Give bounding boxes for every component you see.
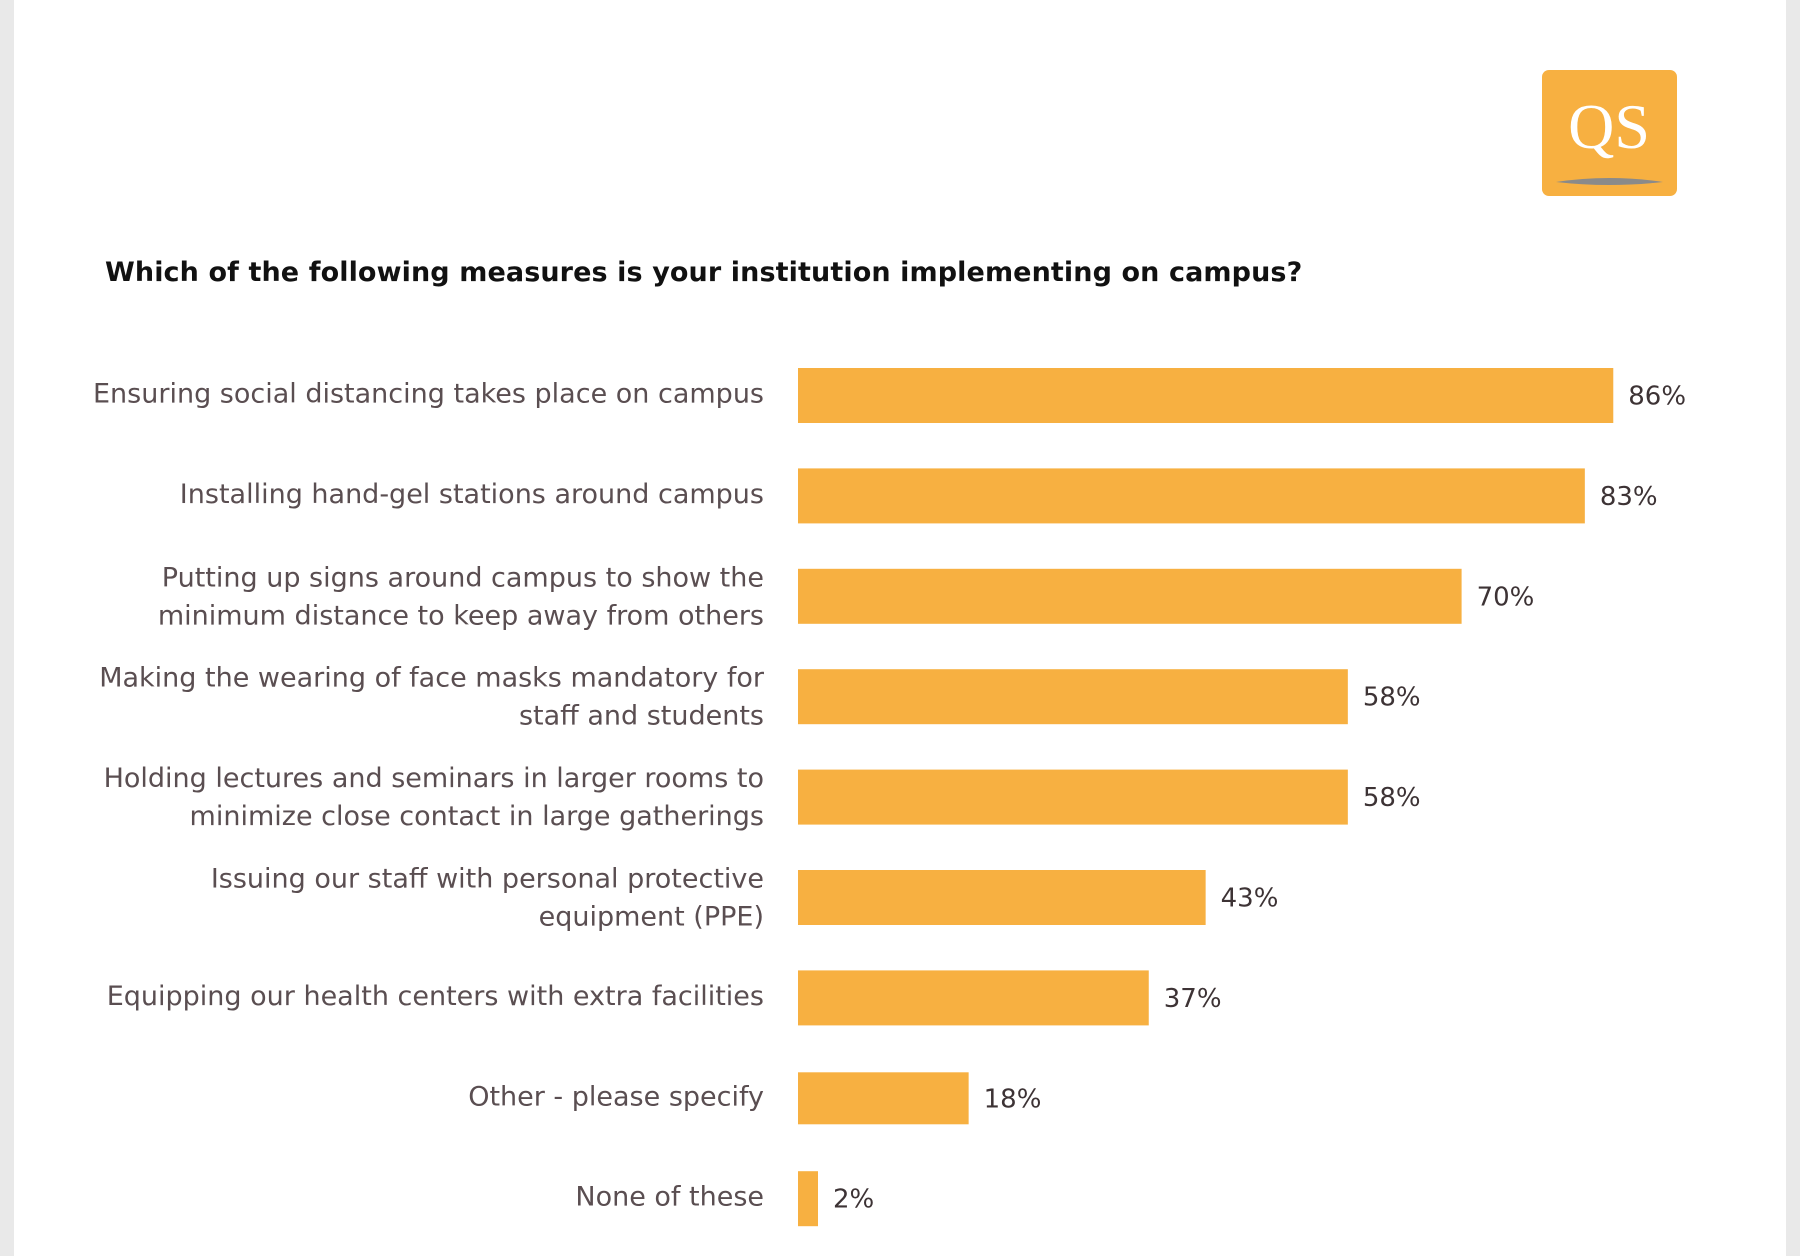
category-label-line: None of these bbox=[575, 1182, 764, 1213]
category-label-line: Putting up signs around campus to show t… bbox=[162, 562, 764, 593]
value-label: 58% bbox=[1363, 683, 1421, 713]
category-label-line: minimum distance to keep away from other… bbox=[158, 600, 764, 631]
category-label: Other - please specify bbox=[468, 1081, 764, 1112]
value-label: 83% bbox=[1600, 482, 1658, 512]
bar-row: 18% Other - please specify bbox=[468, 1072, 1042, 1125]
category-label-line: Installing hand-gel stations around camp… bbox=[180, 479, 764, 510]
bar-row: 70% Putting up signs around campus to sho… bbox=[158, 562, 1535, 631]
category-label: None of these bbox=[575, 1182, 764, 1213]
value-label: 43% bbox=[1221, 884, 1279, 914]
report-page: QS bbox=[14, 0, 1786, 1256]
bar bbox=[798, 769, 1348, 825]
bar-row: 83% Installing hand-gel stations around c… bbox=[180, 468, 1658, 524]
category-label-line: Holding lectures and seminars in larger … bbox=[104, 763, 764, 794]
category-label: Putting up signs around campus to show t… bbox=[158, 562, 764, 631]
bar bbox=[798, 468, 1585, 524]
bar bbox=[798, 1072, 969, 1125]
bar bbox=[798, 1171, 818, 1227]
category-label-line: Issuing our staff with personal protecti… bbox=[211, 864, 764, 895]
value-label: 37% bbox=[1164, 984, 1222, 1014]
category-label-line: minimize close contact in large gatherin… bbox=[190, 801, 764, 832]
bar-row: 43% Issuing our staff with personal prote… bbox=[211, 864, 1279, 933]
category-label: Making the wearing of face masks mandato… bbox=[99, 663, 765, 732]
category-label-line: Other - please specify bbox=[468, 1081, 764, 1112]
category-label: Issuing our staff with personal protecti… bbox=[211, 864, 764, 933]
bar-row: 58% Holding lectures and seminars in larg… bbox=[104, 763, 1421, 832]
qs-logo: QS bbox=[1542, 70, 1677, 196]
bar-row: 86% Ensuring social distancing takes plac… bbox=[93, 368, 1686, 423]
value-label: 86% bbox=[1628, 382, 1686, 412]
bar bbox=[798, 368, 1614, 423]
bar bbox=[798, 970, 1149, 1026]
category-label: Ensuring social distancing takes place o… bbox=[93, 379, 764, 410]
category-label-line: staff and students bbox=[519, 701, 764, 732]
value-label: 70% bbox=[1477, 582, 1535, 612]
bar bbox=[798, 669, 1348, 725]
chart-title: Which of the following measures is your … bbox=[105, 257, 1303, 288]
category-label-line: Equipping our health centers with extra … bbox=[107, 981, 764, 1012]
value-label: 58% bbox=[1363, 783, 1421, 813]
category-label: Equipping our health centers with extra … bbox=[107, 981, 764, 1012]
svg-text:QS: QS bbox=[1568, 91, 1650, 162]
category-label: Installing hand-gel stations around camp… bbox=[180, 479, 764, 510]
bar-row: 2% None of these bbox=[575, 1171, 874, 1227]
bar-row: 37% Equipping our health centers with ext… bbox=[107, 970, 1222, 1026]
category-label-line: Making the wearing of face masks mandato… bbox=[99, 663, 765, 694]
category-label-line: Ensuring social distancing takes place o… bbox=[93, 379, 764, 410]
category-label: Holding lectures and seminars in larger … bbox=[104, 763, 764, 832]
bar bbox=[798, 870, 1206, 925]
category-label-line: equipment (PPE) bbox=[539, 902, 764, 933]
value-label: 18% bbox=[984, 1084, 1042, 1114]
bar-row: 58% Making the wearing of face masks mand… bbox=[99, 663, 1420, 732]
value-label: 2% bbox=[833, 1185, 874, 1215]
bar bbox=[798, 568, 1462, 624]
